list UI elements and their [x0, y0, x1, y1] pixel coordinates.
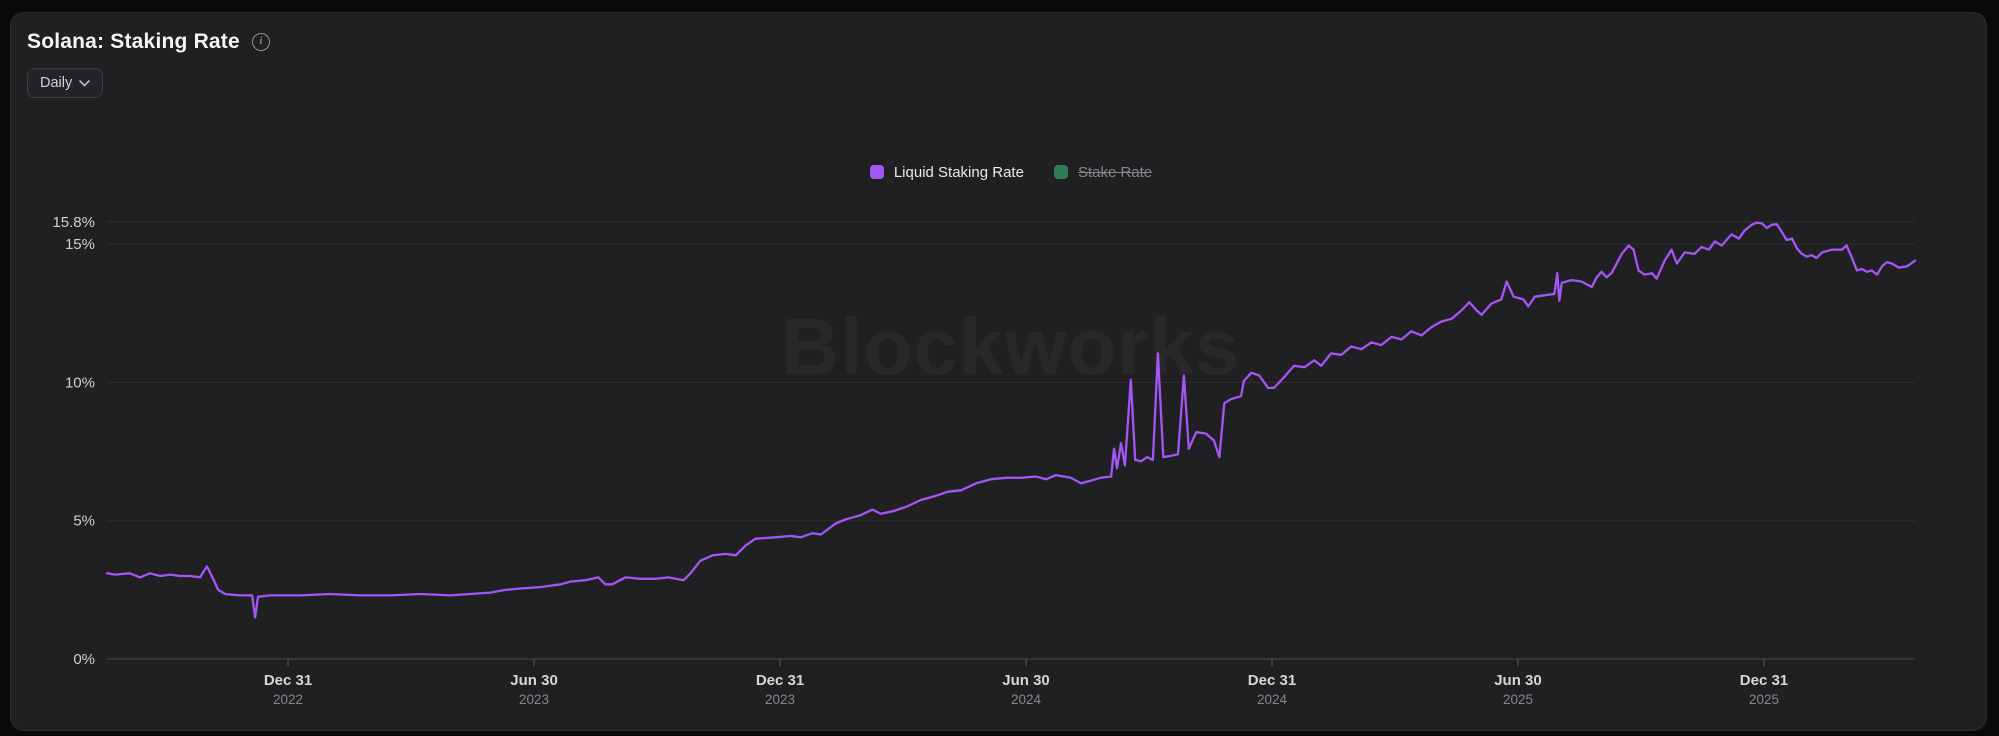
x-axis-year-label: 2025: [1503, 692, 1533, 707]
chevron-down-icon: [79, 79, 91, 86]
y-axis-label: 10%: [65, 374, 95, 391]
page-title: Solana: Staking Rate: [27, 30, 240, 53]
chart-panel: [10, 12, 1987, 731]
x-axis-year-label: 2022: [273, 692, 303, 707]
x-axis-year-label: 2023: [519, 692, 549, 707]
chart-header: Solana: Staking Rate i Daily: [27, 30, 270, 98]
chart-legend: Liquid Staking Rate Stake Rate: [107, 161, 1915, 183]
x-axis-label: Jun 30: [510, 672, 558, 689]
legend-swatch-icon: [869, 165, 884, 179]
x-axis-label: Dec 31: [1248, 672, 1296, 689]
x-axis-label: Jun 30: [1494, 672, 1542, 689]
legend-swatch-icon: [1053, 165, 1068, 179]
y-axis-label: 15%: [65, 236, 95, 253]
legend-label: Stake Rate: [1077, 163, 1153, 181]
y-axis-label: 5%: [73, 513, 95, 530]
x-axis-label: Dec 31: [1740, 672, 1788, 689]
x-axis-label: Jun 30: [1002, 672, 1050, 689]
legend-item-stake-rate[interactable]: Stake Rate: [1053, 163, 1153, 181]
interval-value: Daily: [40, 75, 73, 91]
x-axis-year-label: 2024: [1011, 692, 1042, 707]
x-axis-year-label: 2023: [765, 692, 795, 707]
legend-label: Liquid Staking Rate: [893, 163, 1024, 181]
interval-dropdown[interactable]: Daily: [27, 68, 104, 98]
y-axis-label: 15.8%: [52, 214, 95, 231]
x-axis-year-label: 2025: [1749, 692, 1779, 707]
series-line-liquid-staking-rate: [105, 221, 1917, 619]
info-icon[interactable]: i: [251, 33, 270, 51]
x-axis-label: Dec 31: [756, 672, 804, 689]
x-axis-label: Dec 31: [264, 672, 312, 689]
legend-item-liquid-staking-rate[interactable]: Liquid Staking Rate: [869, 163, 1024, 181]
x-axis-year-label: 2024: [1257, 692, 1288, 707]
y-axis-label: 0%: [73, 651, 95, 668]
